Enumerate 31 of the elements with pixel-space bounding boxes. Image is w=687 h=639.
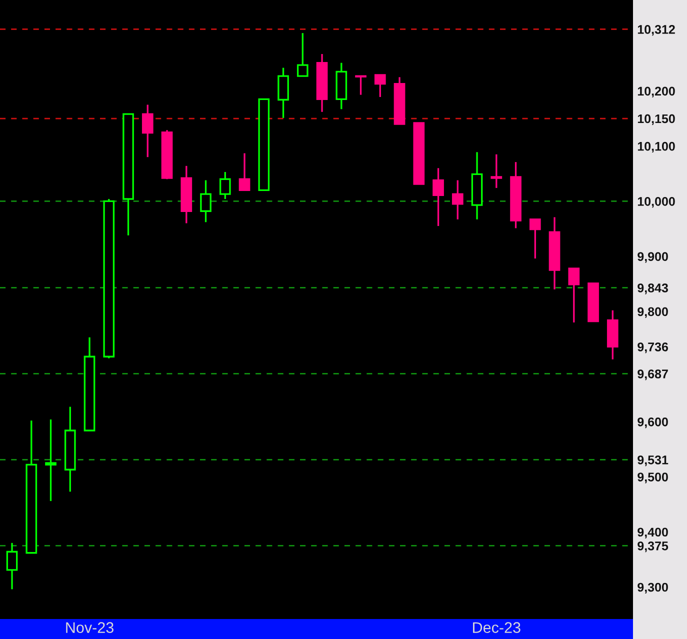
y-tick-label: 9,736 bbox=[638, 342, 668, 354]
y-tick-label: 10,000 bbox=[638, 196, 675, 208]
candlestick bbox=[471, 151, 483, 220]
y-tick-label: 9,531 bbox=[638, 456, 668, 466]
x-tick-label: Dec-23 bbox=[473, 622, 520, 633]
y-tick-label: 10,100 bbox=[638, 142, 675, 153]
y-tick-label: 9,600 bbox=[638, 417, 668, 428]
candlestick bbox=[548, 216, 560, 290]
y-tick-label: 9,687 bbox=[638, 370, 668, 380]
candlestick bbox=[316, 53, 328, 113]
y-tick-label: 9,375 bbox=[638, 541, 668, 552]
candlestick bbox=[200, 179, 212, 223]
candlestick bbox=[64, 406, 76, 493]
candlestick bbox=[432, 167, 444, 227]
y-tick-label: 9,843 bbox=[638, 284, 668, 294]
y-tick-label: 10,200 bbox=[638, 86, 675, 98]
y-tick-label: 9,400 bbox=[638, 528, 668, 538]
y-tick-label: 9,300 bbox=[638, 582, 668, 594]
candlestick bbox=[142, 104, 154, 158]
y-tick-label: 9,500 bbox=[638, 472, 668, 484]
candlestick bbox=[452, 179, 464, 220]
candlestick bbox=[45, 418, 56, 502]
candlestick bbox=[606, 309, 618, 360]
y-tick-label: 9,900 bbox=[638, 252, 668, 263]
y-tick-label: 9,800 bbox=[638, 307, 668, 318]
x-tick-label: Nov-23 bbox=[66, 622, 114, 633]
y-tick-label: 10,312 bbox=[638, 25, 675, 36]
candlestick bbox=[490, 154, 502, 189]
y-tick-label: 10,150 bbox=[638, 114, 675, 125]
candlestick bbox=[6, 542, 18, 590]
candlestick bbox=[180, 165, 192, 224]
